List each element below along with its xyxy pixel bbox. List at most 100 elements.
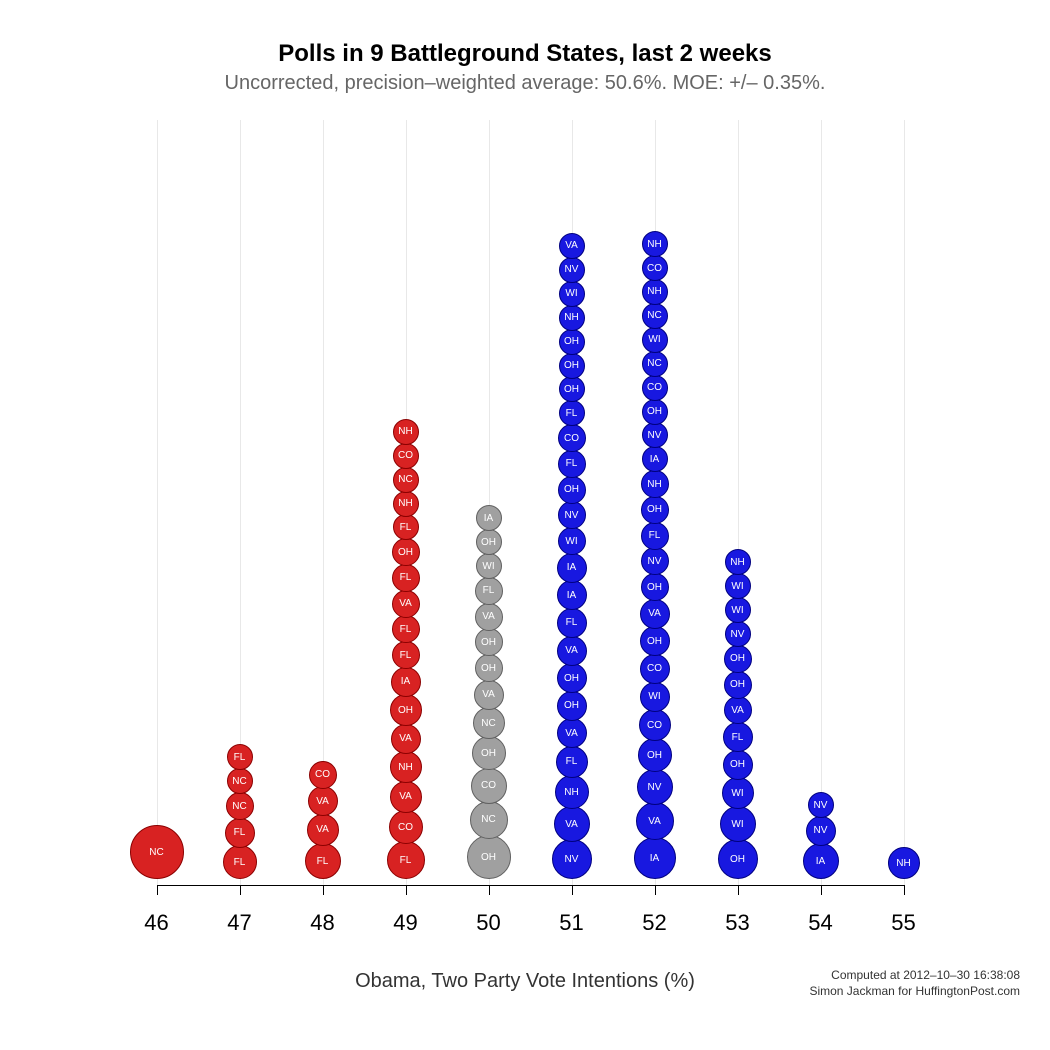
- poll-bubble: NH: [641, 470, 669, 498]
- poll-bubble: NH: [555, 775, 589, 809]
- poll-bubble: FL: [558, 450, 586, 478]
- axis-tick: [904, 885, 905, 895]
- poll-bubble: VA: [554, 806, 590, 842]
- chart-title: Polls in 9 Battleground States, last 2 w…: [0, 40, 1050, 68]
- poll-bubble: FL: [392, 641, 420, 669]
- poll-bubble: FL: [393, 514, 419, 540]
- poll-bubble: NH: [393, 419, 419, 445]
- gridline: [157, 120, 158, 885]
- tick-label: 53: [725, 910, 749, 936]
- poll-bubble: NV: [725, 621, 751, 647]
- poll-bubble: NC: [393, 467, 419, 493]
- poll-bubble: WI: [725, 573, 751, 599]
- poll-bubble: FL: [559, 400, 585, 426]
- x-axis-line: [157, 885, 904, 886]
- chart-container: Polls in 9 Battleground States, last 2 w…: [0, 0, 1050, 1050]
- poll-bubble: VA: [308, 786, 338, 816]
- poll-bubble: CO: [393, 443, 419, 469]
- poll-bubble: OH: [642, 399, 668, 425]
- axis-tick: [738, 885, 739, 895]
- poll-bubble: NH: [725, 549, 751, 575]
- poll-bubble: VA: [391, 724, 421, 754]
- poll-bubble: IA: [557, 553, 587, 583]
- gridline: [904, 120, 905, 885]
- poll-bubble: NV: [637, 769, 673, 805]
- poll-bubble: CO: [309, 761, 337, 789]
- credit-line-2: Simon Jackman for HuffingtonPost.com: [809, 984, 1020, 998]
- poll-bubble: CO: [471, 768, 507, 804]
- tick-label: 51: [559, 910, 583, 936]
- poll-bubble: WI: [725, 597, 751, 623]
- poll-bubble: CO: [639, 709, 671, 741]
- axis-tick: [489, 885, 490, 895]
- poll-bubble: NV: [559, 257, 585, 283]
- poll-bubble: NH: [559, 305, 585, 331]
- poll-bubble: FL: [475, 577, 503, 605]
- poll-bubble: CO: [389, 810, 423, 844]
- poll-bubble: NV: [808, 792, 834, 818]
- poll-bubble: VA: [474, 680, 504, 710]
- poll-bubble: OH: [557, 663, 587, 693]
- poll-bubble: CO: [640, 654, 670, 684]
- poll-bubble: OH: [638, 738, 672, 772]
- poll-bubble: NV: [641, 547, 669, 575]
- poll-bubble: CO: [558, 424, 586, 452]
- poll-bubble: WI: [476, 553, 502, 579]
- poll-bubble: CO: [642, 255, 668, 281]
- tick-label: 47: [227, 910, 251, 936]
- poll-bubble: OH: [390, 694, 422, 726]
- poll-bubble: OH: [475, 628, 503, 656]
- tick-label: 55: [891, 910, 915, 936]
- poll-bubble: FL: [557, 608, 587, 638]
- poll-bubble: OH: [641, 573, 669, 601]
- poll-bubble: OH: [724, 645, 752, 673]
- tick-label: 49: [393, 910, 417, 936]
- poll-bubble: OH: [723, 750, 753, 780]
- poll-bubble: WI: [642, 327, 668, 353]
- poll-bubble: OH: [641, 496, 669, 524]
- poll-bubble: FL: [387, 841, 425, 879]
- axis-tick: [655, 885, 656, 895]
- poll-bubble: IA: [391, 667, 421, 697]
- poll-bubble: CO: [642, 375, 668, 401]
- poll-bubble: VA: [559, 233, 585, 259]
- poll-bubble: NC: [226, 792, 254, 820]
- poll-bubble: FL: [641, 522, 669, 550]
- poll-bubble: OH: [559, 329, 585, 355]
- poll-bubble: NC: [227, 768, 253, 794]
- poll-bubble: NC: [470, 801, 508, 839]
- axis-tick: [240, 885, 241, 895]
- tick-label: 52: [642, 910, 666, 936]
- poll-bubble: NH: [393, 491, 419, 517]
- poll-bubble: FL: [227, 744, 253, 770]
- poll-bubble: FL: [392, 564, 420, 592]
- axis-tick: [157, 885, 158, 895]
- poll-bubble: NC: [130, 825, 184, 879]
- poll-bubble: OH: [472, 736, 506, 770]
- poll-bubble: NV: [806, 816, 836, 846]
- poll-bubble: FL: [556, 746, 588, 778]
- poll-bubble: WI: [720, 806, 756, 842]
- poll-bubble: NV: [552, 839, 592, 879]
- poll-bubble: NC: [642, 303, 668, 329]
- poll-bubble: NH: [642, 279, 668, 305]
- poll-bubble: WI: [640, 682, 670, 712]
- poll-bubble: NC: [642, 351, 668, 377]
- poll-bubble: OH: [475, 654, 503, 682]
- poll-bubble: FL: [225, 818, 255, 848]
- axis-tick: [323, 885, 324, 895]
- poll-bubble: FL: [305, 843, 341, 879]
- tick-label: 50: [476, 910, 500, 936]
- poll-bubble: NV: [642, 422, 668, 448]
- poll-bubble: OH: [557, 691, 587, 721]
- poll-bubble: FL: [223, 845, 257, 879]
- credit-line-1: Computed at 2012–10–30 16:38:08: [831, 968, 1020, 982]
- poll-bubble: VA: [724, 696, 752, 724]
- poll-bubble: VA: [557, 636, 587, 666]
- poll-bubble: IA: [557, 580, 587, 610]
- tick-label: 48: [310, 910, 334, 936]
- poll-bubble: IA: [634, 837, 676, 879]
- poll-bubble: NC: [473, 707, 505, 739]
- poll-bubble: IA: [642, 446, 668, 472]
- poll-bubble: WI: [722, 777, 754, 809]
